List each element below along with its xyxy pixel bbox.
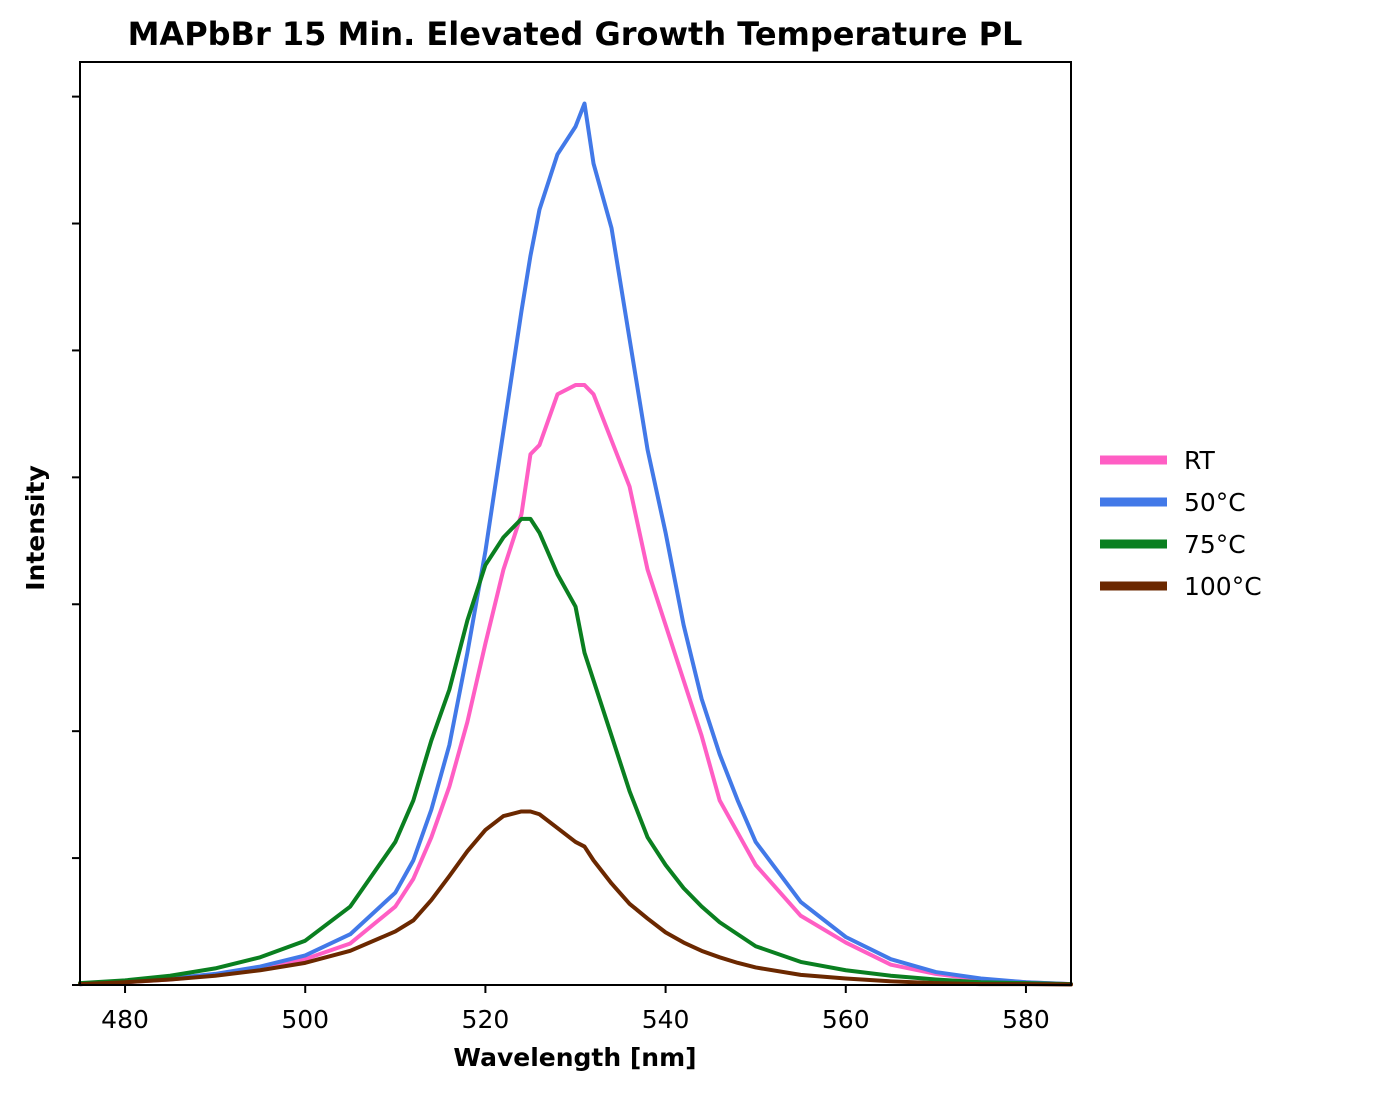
x-tick-label: 520 <box>462 1005 510 1034</box>
y-axis-label: Intensity <box>21 465 50 591</box>
legend: RT 50°C 75°C 100°C <box>1100 446 1262 601</box>
x-tick-label: 540 <box>642 1005 690 1034</box>
series-layer <box>78 101 1073 987</box>
chart-title: MAPbBr 15 Min. Elevated Growth Temperatu… <box>128 15 1023 53</box>
x-axis-label: Wavelength [nm] <box>453 1043 696 1072</box>
legend-label: RT <box>1184 446 1216 475</box>
x-tick-label: 480 <box>101 1005 149 1034</box>
series-line-75-c <box>78 516 1073 987</box>
legend-label: 50°C <box>1184 488 1246 517</box>
y-axis-ticks <box>72 95 80 986</box>
series-line-rt <box>78 383 1073 987</box>
legend-label: 100°C <box>1184 572 1262 601</box>
plot-frame <box>79 61 1072 986</box>
series-line-50-c <box>78 101 1073 987</box>
x-tick-label: 580 <box>1002 1005 1050 1034</box>
x-tick-label: 500 <box>281 1005 329 1034</box>
series-line-100-c <box>78 809 1073 987</box>
x-tick-label: 560 <box>822 1005 870 1034</box>
x-axis-ticks: 480 500 520 540 560 580 <box>101 985 1050 1034</box>
legend-label: 75°C <box>1184 530 1246 559</box>
